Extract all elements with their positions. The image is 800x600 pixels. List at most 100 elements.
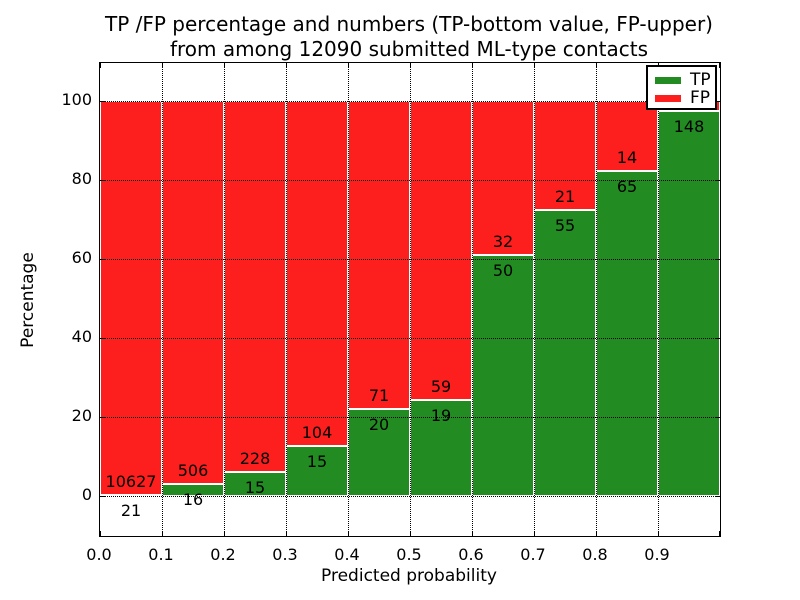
tp-count-label: 65 [616,176,638,196]
y-tick-mark [100,338,105,339]
bar-segment-tp [658,111,720,496]
fp-count-label: 10627 [105,472,157,492]
bar-segment-fp [100,101,162,496]
x-tick-label: 0.9 [644,545,670,564]
tp-count-label: 15 [306,452,328,472]
x-tick-mark [286,63,287,68]
x-tick-label: 0.5 [396,545,422,564]
y-tick-mark [715,338,720,339]
x-tick-mark [224,63,225,68]
legend-entry-tp: TP [655,71,715,89]
legend-swatch-fp [655,94,681,102]
tp-count-label: 21 [120,501,142,521]
y-tick-mark [715,417,720,418]
y-tick-mark [100,417,105,418]
legend-label: TP [690,70,711,90]
bar-segment-fp [348,101,410,410]
tp-count-label: 15 [244,477,266,497]
tp-count-label: 20 [368,415,390,435]
legend-entry-fp: FP [655,89,715,107]
x-tick-label: 0.7 [520,545,546,564]
x-tick-label: 0.3 [272,545,298,564]
legend: TP FP [646,65,717,110]
y-tick-mark [715,259,720,260]
x-axis-label: Predicted probability [321,566,497,586]
bar-segment-fp [224,101,286,472]
fp-count-label: 14 [616,147,638,167]
tp-count-label: 55 [554,216,576,236]
fp-count-label: 21 [554,187,576,207]
chart-title: TP /FP percentage and numbers (TP-bottom… [99,12,719,62]
y-tick-mark [100,101,105,102]
tp-count-label: 19 [430,405,452,425]
x-tick-mark [719,531,720,536]
x-tick-mark [472,63,473,68]
x-tick-mark [472,531,473,536]
x-tick-mark [534,531,535,536]
tp-count-label: 148 [673,117,705,137]
x-tick-mark [162,531,163,536]
fp-count-label: 228 [239,448,271,468]
x-tick-mark [348,531,349,536]
tp-count-label: 50 [492,261,514,281]
v-gridline [224,63,225,536]
v-gridline [534,63,535,536]
x-tick-mark [410,63,411,68]
x-tick-mark [719,63,720,68]
y-tick-label: 60 [71,248,92,267]
v-gridline [162,63,163,536]
x-tick-mark [100,531,101,536]
y-tick-label: 40 [71,327,92,346]
y-tick-label: 20 [71,406,92,425]
v-gridline [596,63,597,536]
y-tick-mark [715,101,720,102]
fp-count-label: 104 [301,423,333,443]
x-tick-mark [596,63,597,68]
x-tick-label: 0.8 [582,545,608,564]
fp-count-label: 32 [492,232,514,252]
y-tick-mark [100,180,105,181]
y-tick-mark [715,496,720,497]
legend-swatch-tp [655,76,681,84]
x-tick-mark [534,63,535,68]
chart-title-line1: TP /FP percentage and numbers (TP-bottom… [105,12,713,36]
x-tick-label: 0.1 [148,545,174,564]
y-tick-label: 0 [81,485,92,504]
bar-segment-tp [286,446,348,496]
x-tick-mark [162,63,163,68]
x-tick-mark [658,531,659,536]
x-tick-mark [286,531,287,536]
x-tick-label: 0.6 [458,545,484,564]
tp-count-label: 16 [182,489,204,509]
x-tick-label: 0.4 [334,545,360,564]
bar-segment-tp [224,471,286,496]
y-tick-mark [100,496,105,497]
bar-segment-fp [162,101,224,484]
fp-count-label: 506 [177,460,209,480]
v-gridline [410,63,411,536]
v-gridline [286,63,287,536]
x-tick-mark [224,531,225,536]
v-gridline [472,63,473,536]
bar-segment-tp [596,170,658,496]
v-gridline [348,63,349,536]
y-tick-mark [715,180,720,181]
legend-label: FP [690,88,711,108]
v-gridline [658,63,659,536]
x-tick-label: 0.0 [86,545,112,564]
x-tick-mark [348,63,349,68]
x-tick-mark [410,531,411,536]
bar-segment-fp [410,101,472,400]
y-tick-label: 100 [61,90,92,109]
y-tick-label: 80 [71,169,92,188]
plot-area: 10627 21 506 16 228 15 104 15 71 20 59 19 32 50 21 55 14… [99,62,721,537]
fp-count-label: 71 [368,386,390,406]
bar-segment-fp [286,101,348,447]
chart-title-line2: from among 12090 submitted ML-type conta… [169,37,649,61]
x-tick-label: 0.2 [210,545,236,564]
x-tick-mark [596,531,597,536]
fp-count-label: 59 [430,376,452,396]
y-tick-mark [100,259,105,260]
x-tick-mark [100,63,101,68]
